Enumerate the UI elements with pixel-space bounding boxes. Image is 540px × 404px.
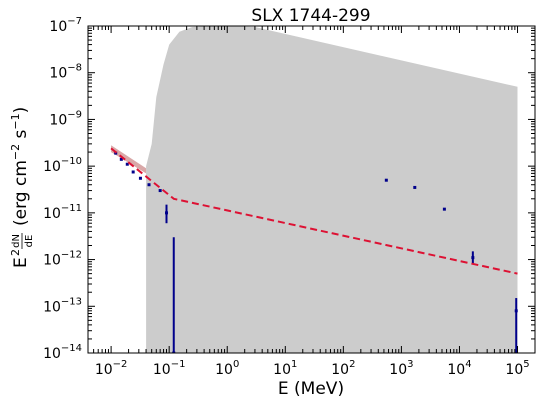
data-point	[147, 183, 151, 187]
point-marker	[147, 183, 151, 187]
point-marker	[125, 162, 129, 166]
point-marker	[119, 157, 123, 161]
point-marker	[413, 185, 417, 189]
fit-line	[110, 147, 518, 275]
x-tick-label: 100	[215, 359, 239, 378]
point-marker	[514, 309, 518, 313]
y-tick-label: 10−10	[43, 156, 82, 175]
data-point	[119, 157, 123, 161]
data-points	[114, 151, 518, 353]
point-marker	[131, 170, 135, 174]
x-tick-label: 10−1	[153, 359, 186, 378]
low-energy-fit-band	[111, 145, 147, 174]
y-label-denominator: dE	[24, 235, 35, 248]
y-label-e: E	[11, 257, 31, 268]
point-marker	[442, 207, 446, 211]
data-point	[138, 176, 142, 180]
point-marker	[165, 211, 169, 215]
x-tick-label: 10−2	[95, 359, 128, 378]
data-point	[125, 162, 129, 166]
y-tick-label: 10−13	[43, 296, 82, 315]
data-point	[158, 189, 162, 193]
y-tick-label: 10−7	[49, 16, 82, 35]
point-marker	[172, 351, 176, 353]
point-marker	[384, 178, 388, 182]
y-axis-label: E 2 dN dE (erg cm−2 s−1)	[9, 107, 35, 268]
y-label-square: 2	[9, 249, 22, 256]
x-tick-label: 104	[447, 359, 471, 378]
model-upper-limit-band	[146, 26, 518, 353]
y-tick-label: 10−9	[49, 109, 82, 128]
plot-frame	[87, 25, 536, 354]
chart-title: SLX 1744-299	[251, 6, 370, 26]
data-point	[471, 251, 475, 265]
y-axis-ticks: 10−14 10−13 10−12 10−11 10−10 10−9 10−8 10−7	[43, 16, 535, 362]
data-point	[131, 170, 135, 174]
point-marker	[158, 189, 162, 193]
data-point	[413, 185, 417, 189]
y-label-numerator: dN	[11, 234, 22, 248]
y-tick-label: 10−12	[43, 250, 82, 269]
y-tick-label: 10−8	[49, 63, 82, 82]
x-tick-label: 103	[389, 359, 413, 378]
x-tick-label: 102	[331, 359, 355, 378]
point-marker	[138, 176, 142, 180]
data-point	[384, 178, 388, 182]
x-tick-label: 101	[273, 359, 297, 378]
point-marker	[471, 256, 475, 260]
x-axis-label: E (MeV)	[278, 379, 344, 399]
x-axis-ticks: 10−2 10−1 100 101 102 103 104 105	[87, 26, 536, 378]
data-point	[165, 204, 169, 224]
data-point	[172, 237, 176, 353]
y-label-unit: (erg cm−2 s−1)	[9, 107, 31, 226]
y-tick-label: 10−11	[43, 203, 82, 222]
x-tick-label: 105	[505, 359, 529, 378]
data-point	[442, 207, 446, 211]
y-tick-label: 10−14	[43, 343, 82, 362]
data-point	[514, 298, 518, 353]
